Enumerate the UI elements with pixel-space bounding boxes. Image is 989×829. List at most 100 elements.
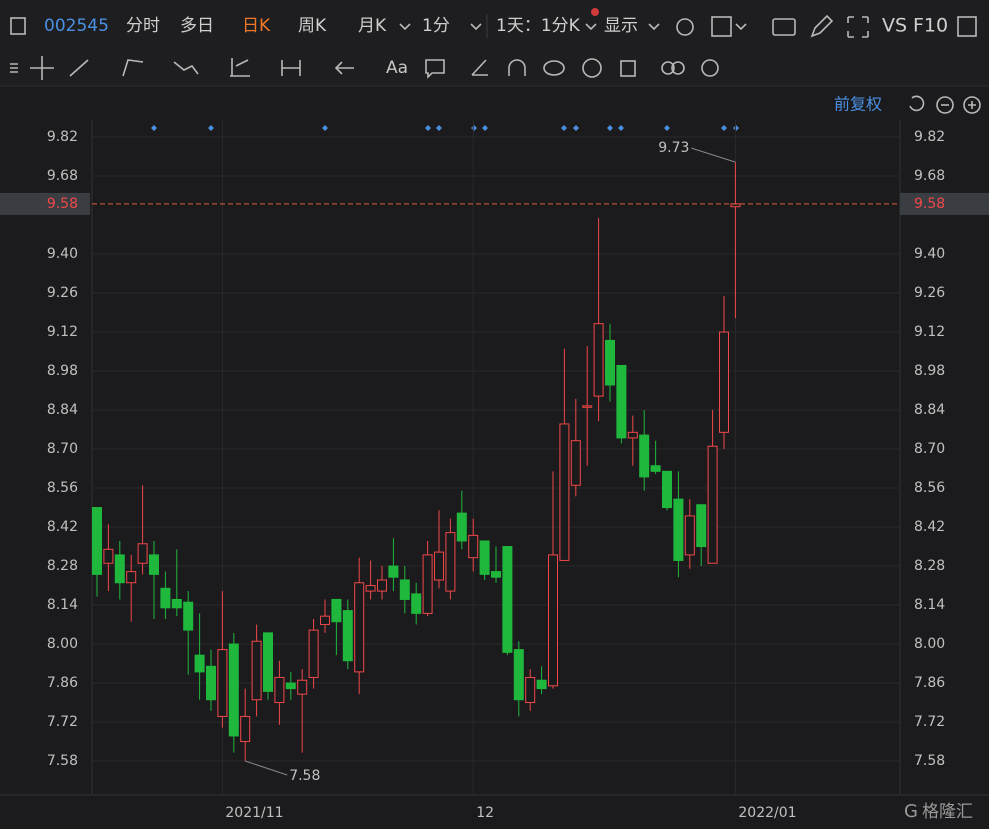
y-tick-label-right: 9.40 <box>914 246 945 262</box>
candle-body <box>684 515 695 556</box>
range-select[interactable]: 1天：1分K <box>496 16 581 36</box>
candle-body <box>194 654 205 673</box>
watermark: 格隆汇 <box>922 802 973 822</box>
dropdown[interactable] <box>735 23 747 31</box>
y-tick-label: 8.56 <box>47 480 78 496</box>
x-tick-label: 2022/01 <box>738 805 796 821</box>
candle-body <box>217 649 228 717</box>
compare-icon[interactable] <box>661 61 675 75</box>
panel-icon[interactable] <box>957 16 977 37</box>
plot: 9.82 9.82 9.68 9.68 9.40 9.40 9.26 9.26 9.12 9.12… <box>0 120 989 821</box>
candle-body <box>582 405 593 408</box>
dropdown[interactable] <box>585 23 597 31</box>
y-tick-label-right: 9.68 <box>914 168 945 184</box>
candle-body <box>342 610 353 662</box>
pen-icon[interactable] <box>810 14 834 38</box>
y-tick-label: 7.72 <box>47 714 78 730</box>
y-tick-label-right: 7.72 <box>914 714 945 730</box>
candle-body <box>662 470 672 509</box>
y-tick-label-right: 8.42 <box>914 519 945 535</box>
candle-body <box>251 640 262 701</box>
candle-body <box>479 540 490 575</box>
tab[interactable]: 周K <box>298 16 327 36</box>
arrow-tool[interactable] <box>334 61 354 75</box>
candle-body <box>513 649 524 701</box>
square-icon[interactable] <box>711 16 732 37</box>
candle-body <box>605 339 615 386</box>
candle-body <box>365 585 376 592</box>
hide-tool[interactable] <box>582 58 602 78</box>
y-tick-label: 9.26 <box>47 285 78 301</box>
candle-body <box>536 679 547 690</box>
candle-body <box>297 679 308 695</box>
angle-tool[interactable] <box>471 59 488 76</box>
y-tick-label: 8.14 <box>47 597 78 613</box>
note-tool[interactable] <box>425 59 445 79</box>
candle-body <box>274 676 285 704</box>
candle-body <box>548 554 558 687</box>
text-tool-icon[interactable]: Aa <box>386 58 408 78</box>
adjust-button[interactable]: 前复权 <box>834 95 882 114</box>
candle-body <box>308 629 319 678</box>
candle-body <box>593 323 604 397</box>
compare-icon[interactable] <box>671 61 685 75</box>
dropdown[interactable] <box>470 23 482 31</box>
event-marker[interactable] <box>151 125 739 131</box>
candle-body <box>502 546 513 653</box>
camera-icon[interactable] <box>772 18 796 36</box>
candle-body <box>183 601 194 631</box>
y-tick-label: 8.00 <box>47 636 78 652</box>
tab[interactable]: 多日 <box>180 16 214 36</box>
display-button[interactable]: 显示 <box>604 16 638 36</box>
watermark-logo: G <box>904 801 918 822</box>
line-tool[interactable] <box>69 59 89 77</box>
magnet-tool[interactable] <box>508 59 526 76</box>
candle-body <box>491 571 501 578</box>
candle-body <box>456 512 467 542</box>
f10-button[interactable]: F10 <box>913 15 948 37</box>
candle-body <box>103 548 114 564</box>
fullscreen-icon[interactable] <box>847 16 869 38</box>
settings-icon[interactable] <box>701 59 719 77</box>
polyline-tool[interactable] <box>122 59 144 77</box>
y-tick-label-right: 9.12 <box>914 324 945 340</box>
delete-tool[interactable] <box>620 60 636 77</box>
settings-icon[interactable] <box>676 18 694 36</box>
last-price-label: 9.58 <box>47 196 78 212</box>
y-tick-label: 8.70 <box>47 441 78 457</box>
panel-icon[interactable] <box>10 17 26 35</box>
max-label: 9.73 <box>658 140 689 156</box>
candle-body <box>422 554 433 614</box>
measure-tool[interactable] <box>281 60 301 76</box>
zoom-out[interactable] <box>936 96 954 114</box>
eye-tool[interactable] <box>543 60 565 76</box>
x-tick-label: 2021/11 <box>225 805 283 821</box>
dropdown[interactable] <box>399 23 411 31</box>
y-tick-label: 7.86 <box>47 675 78 691</box>
candle-body <box>434 551 444 581</box>
candle-body <box>331 598 342 623</box>
candle-body <box>240 715 251 743</box>
fib-tool[interactable] <box>230 58 250 77</box>
stock-code[interactable]: 002545 <box>44 16 109 36</box>
tab[interactable]: 1分 <box>422 16 450 36</box>
y-tick-label-right: 8.00 <box>914 636 945 652</box>
wave-tool[interactable] <box>173 61 199 75</box>
drawing-tools: Aa <box>10 56 719 80</box>
last-price-box <box>900 192 989 215</box>
candle-body <box>228 643 239 737</box>
tab[interactable]: 分时 <box>126 16 160 36</box>
tab-active[interactable]: 日K <box>242 16 271 36</box>
y-tick-label: 8.84 <box>47 402 78 418</box>
vs-button[interactable]: VS <box>882 15 907 37</box>
candle-body <box>320 615 330 626</box>
move-tool[interactable] <box>30 56 54 80</box>
undo-icon[interactable] <box>909 95 925 112</box>
candle-body <box>411 593 422 614</box>
candle-body <box>673 498 684 561</box>
y-tick-label-right: 8.70 <box>914 441 945 457</box>
tab[interactable]: 月K <box>358 16 387 36</box>
dropdown[interactable] <box>648 23 660 31</box>
zoom-in[interactable] <box>963 96 981 114</box>
